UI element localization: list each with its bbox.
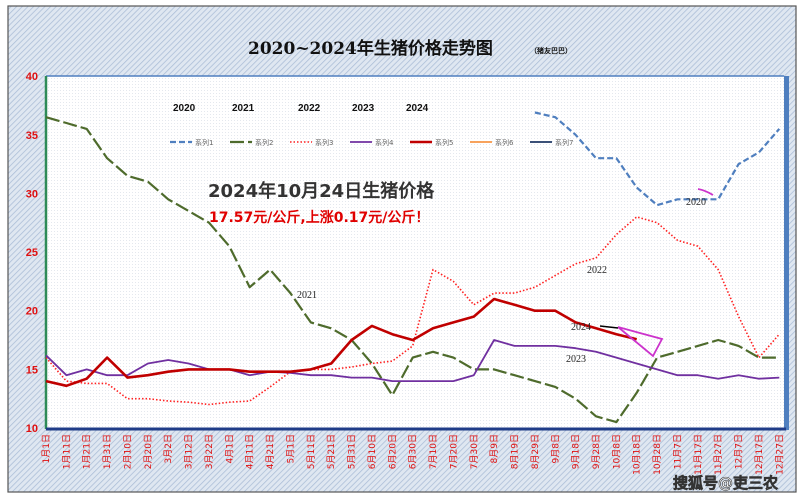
x-tick-label: 12月27日 [774,434,785,475]
x-tick-label: 5月31日 [347,434,358,469]
plot-area [46,76,784,428]
year-label: 2022 [298,103,321,114]
x-tick-label: 6月10日 [367,434,378,469]
legend-label: 系列3 [315,138,333,147]
legend-item: 系列7 [530,138,573,147]
x-tick-label: 6月30日 [408,434,419,469]
chart-subtitle: （猪友巴巴） [530,46,572,55]
x-tick-label: 4月1日 [224,434,235,463]
series-line-系列1 [534,111,781,207]
legend-item: 系列5 [410,138,453,147]
legend-label: 系列4 [375,138,394,147]
x-tick-label: 3月2日 [163,434,174,463]
x-tick-label: 12月7日 [734,434,745,469]
y-tick-label: 40 [26,71,38,83]
legend-item: 系列2 [230,138,273,147]
x-tick-label: 4月21日 [265,434,276,469]
x-tick-label: 1月21日 [82,434,93,469]
x-tick-label: 1月1日 [41,434,52,463]
year-label: 2023 [352,103,375,114]
x-tick-label: 1月11日 [61,434,72,469]
annotation-2021: 2021 [297,290,317,301]
series-line-系列5 [45,297,638,388]
annotation-2024: 2024 [571,322,591,333]
series-line-系列4 [45,339,780,382]
x-tick-label: 9月8日 [550,434,561,463]
x-tick-label: 9月18日 [571,434,582,469]
watermark: 搜狐号@吏三农 [673,474,778,492]
annotation-2022: 2022 [587,265,607,276]
headline-price: 17.57元/公斤,上涨0.17元/公斤！ [209,209,429,226]
annotation-2020: 2020 [686,197,706,208]
y-tick-label: 30 [26,188,38,200]
x-tick-label: 5月1日 [285,434,296,463]
x-tick-label: 10月18日 [632,434,643,475]
x-axis-ticks: 1月1日 1月11日 1月21日 1月31日 2月10日 2月20日 3月2日 3月12日 3月… [41,434,785,475]
legend-label: 系列7 [555,138,573,147]
x-tick-label: 10月8日 [611,434,622,469]
legend-item: 系列4 [350,138,394,147]
x-tick-label: 7月10日 [428,434,439,469]
x-tick-label: 2月10日 [122,434,133,469]
x-tick-label: 8月29日 [530,434,541,469]
y-tick-label: 15 [26,364,38,376]
year-labels: 2020 2021 2022 2023 2024 [173,103,429,114]
x-tick-label: 10月28日 [652,434,663,475]
x-tick-label: 3月22日 [204,434,215,469]
legend-label: 系列5 [435,138,453,147]
plot-right-border [784,76,789,430]
x-tick-label: 7月30日 [469,434,480,469]
y-tick-label: 10 [26,423,38,435]
legend: 系列1 系列2 系列3 系列4 系列5 系列6 系列7 [170,138,573,147]
legend-label: 系列2 [255,138,273,147]
x-tick-label: 4月11日 [245,434,256,469]
chart-title: 2020~2024年生猪价格走势图 [248,38,493,59]
year-label: 2021 [232,103,255,114]
y-tick-label: 20 [26,306,38,318]
headline-date: 2024年10月24日生猪价格 [208,180,435,202]
y-axis-ticks: 10 15 20 25 30 35 40 [26,71,38,435]
x-tick-label: 9月28日 [591,434,602,469]
year-label: 2024 [406,103,429,114]
x-tick-label: 3月12日 [184,434,195,469]
x-tick-label: 5月11日 [306,434,317,469]
series-lines [45,111,781,424]
y-tick-label: 35 [26,130,38,142]
x-tick-label: 8月9日 [489,434,500,463]
annotation-2023: 2023 [566,354,586,365]
legend-label: 系列1 [195,138,213,147]
series-line-系列2 [45,116,780,424]
x-tick-label: 8月19日 [510,434,521,469]
x-tick-label: 11月7日 [672,434,683,469]
legend-item: 系列1 [170,138,213,147]
x-tick-label: 6月20日 [387,434,398,469]
x-tick-label: 11月17日 [693,434,704,475]
legend-label: 系列6 [495,138,514,147]
y-tick-label: 25 [26,247,38,259]
x-tick-label: 7月20日 [448,434,459,469]
x-tick-label: 2月20日 [143,434,154,469]
highlight-mark-2020 [697,188,714,196]
pointer-arrow-icon [599,325,619,329]
x-tick-label: 11月27日 [713,434,724,475]
x-tick-label: 1月31日 [102,434,113,469]
x-tick-label: 12月17日 [754,434,765,475]
x-tick-label: 5月21日 [326,434,337,469]
highlight-arrow-shape [617,326,664,358]
year-label: 2020 [173,103,196,114]
legend-item: 系列3 [290,138,333,147]
legend-item: 系列6 [470,138,514,147]
